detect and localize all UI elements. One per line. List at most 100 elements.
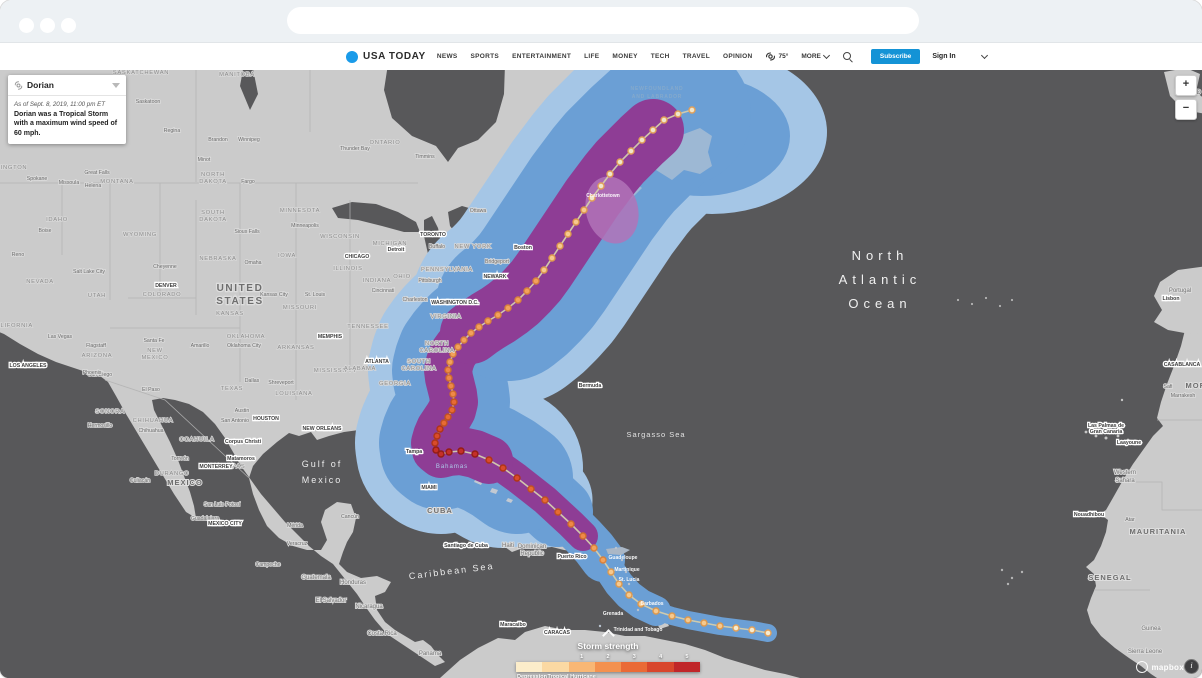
track-point-ts[interactable]: [556, 242, 564, 250]
map-label: Mexico: [302, 475, 343, 485]
sign-in-button[interactable]: Sign In: [932, 53, 956, 60]
zoom-in-button[interactable]: +: [1175, 75, 1197, 96]
usatoday-logo-icon: [346, 50, 358, 63]
track-point-c2[interactable]: [445, 374, 453, 382]
track-point-ts[interactable]: [652, 607, 660, 615]
window-control-dot[interactable]: [40, 18, 55, 33]
track-point-ts[interactable]: [548, 254, 556, 262]
track-point-td[interactable]: [748, 626, 756, 634]
track-point-pt[interactable]: [616, 158, 624, 166]
storm-selector[interactable]: Dorian: [8, 75, 126, 96]
map-label: LOS ANGELES: [10, 363, 48, 369]
nav-link-entertainment[interactable]: ENTERTAINMENT: [512, 53, 572, 60]
track-point-pt[interactable]: [688, 106, 696, 114]
track-point-td[interactable]: [764, 629, 772, 637]
track-point-c1[interactable]: [532, 277, 540, 285]
track-point-c3[interactable]: [444, 413, 452, 421]
map-attribution[interactable]: mapbox: [1135, 661, 1184, 673]
track-point-c3[interactable]: [450, 398, 458, 406]
track-point-c2[interactable]: [567, 520, 575, 528]
track-point-c1[interactable]: [504, 304, 512, 312]
window-control-dot[interactable]: [61, 18, 76, 33]
track-point-ts[interactable]: [572, 218, 580, 226]
track-point-pt[interactable]: [660, 116, 668, 124]
track-point-ts[interactable]: [716, 622, 724, 630]
nav-link-life[interactable]: LIFE: [584, 53, 600, 60]
track-point-c2[interactable]: [447, 382, 455, 390]
nav-link-money[interactable]: MONEY: [612, 53, 638, 60]
track-point-ts[interactable]: [580, 206, 588, 214]
track-point-pt[interactable]: [597, 182, 605, 190]
track-point-pt[interactable]: [588, 194, 596, 202]
track-point-c2[interactable]: [449, 390, 457, 398]
track-point-c1[interactable]: [494, 311, 502, 319]
track-point-c1[interactable]: [523, 287, 531, 295]
track-point-c2[interactable]: [444, 366, 452, 374]
track-point-c1[interactable]: [460, 336, 468, 344]
track-point-c1[interactable]: [514, 296, 522, 304]
track-point-c1[interactable]: [449, 350, 457, 358]
track-point-c1[interactable]: [484, 317, 492, 325]
track-point-pt[interactable]: [638, 136, 646, 144]
track-point-c4[interactable]: [436, 425, 444, 433]
track-point-c1[interactable]: [599, 556, 607, 564]
track-point-ts[interactable]: [540, 266, 548, 274]
track-point-c5[interactable]: [432, 446, 440, 454]
track-point-c1[interactable]: [467, 329, 475, 337]
track-point-pt[interactable]: [674, 110, 682, 118]
track-point-c1[interactable]: [446, 358, 454, 366]
nav-link-tech[interactable]: TECH: [650, 53, 670, 60]
track-point-c5[interactable]: [445, 448, 453, 456]
track-point-c4[interactable]: [433, 432, 441, 440]
track-point-pt[interactable]: [627, 147, 635, 155]
track-point-c4[interactable]: [431, 439, 439, 447]
nav-link-sports[interactable]: SPORTS: [470, 53, 500, 60]
track-point-c4[interactable]: [485, 456, 493, 464]
map-label: NEWFOUNDLAND: [631, 86, 684, 92]
subscribe-button[interactable]: Subscribe: [870, 49, 921, 64]
track-point-ts[interactable]: [625, 591, 633, 599]
track-point-ts[interactable]: [700, 619, 708, 627]
attribution-info-button[interactable]: i: [1184, 659, 1199, 674]
more-menu[interactable]: MORE: [801, 51, 830, 60]
storm-as-of: As of Sept. 8, 2019, 11:00 pm ET: [14, 101, 106, 108]
map-label: COAHUILA: [179, 437, 214, 443]
track-point-c3[interactable]: [541, 496, 549, 504]
track-point-c1[interactable]: [590, 544, 598, 552]
track-point-pt[interactable]: [649, 126, 657, 134]
track-point-ts[interactable]: [668, 612, 676, 620]
search-icon[interactable]: [842, 51, 853, 63]
track-point-c3[interactable]: [448, 406, 456, 414]
track-point-ts[interactable]: [564, 230, 572, 238]
map-area[interactable]: North Atlantic Ocean Gulf of Mexico Caribbean…: [0, 16, 1202, 678]
nav-link-news[interactable]: NEWS: [436, 53, 458, 60]
collapse-chevron-icon[interactable]: [601, 629, 615, 642]
usatoday-logo[interactable]: USA TODAY: [346, 50, 426, 63]
map-label: Republic: [520, 551, 543, 557]
zoom-out-button[interactable]: −: [1175, 99, 1197, 120]
track-point-ts[interactable]: [615, 580, 623, 588]
track-point-c3[interactable]: [527, 485, 535, 493]
track-point-c1[interactable]: [475, 323, 483, 331]
chevron-down-icon[interactable]: [980, 51, 988, 60]
nav-link-opinion[interactable]: OPINION: [722, 53, 753, 60]
address-bar[interactable]: [287, 7, 919, 34]
weather-widget[interactable]: 75°: [765, 52, 788, 61]
track-point-c5[interactable]: [457, 447, 465, 455]
track-point-c4[interactable]: [513, 474, 521, 482]
track-point-c5[interactable]: [437, 450, 445, 458]
track-point-c1[interactable]: [454, 343, 462, 351]
track-point-ts[interactable]: [684, 616, 692, 624]
track-point-c3[interactable]: [440, 419, 448, 427]
track-point-td[interactable]: [732, 624, 740, 632]
track-point-ts[interactable]: [637, 600, 645, 608]
track-point-pt[interactable]: [606, 170, 614, 178]
track-point-c2[interactable]: [579, 532, 587, 540]
window-control-dot[interactable]: [19, 18, 34, 33]
track-point-ts[interactable]: [607, 568, 615, 576]
nav-link-travel[interactable]: TRAVEL: [682, 53, 710, 60]
track-point-c3[interactable]: [554, 508, 562, 516]
track-point-c4[interactable]: [499, 464, 507, 472]
track-point-c5[interactable]: [471, 450, 479, 458]
